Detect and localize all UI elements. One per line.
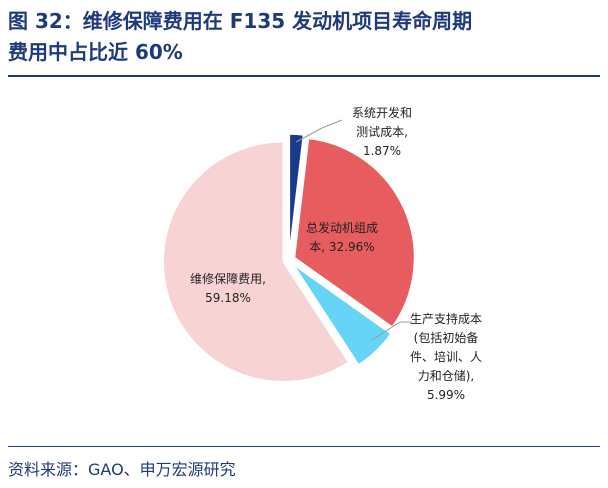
figure-title-line-1: 图 32：维修保障费用在 F135 发动机项目寿命周期 [8, 9, 473, 33]
slice-label-1: 系统开发和测试成本, 1.87% [352, 105, 412, 158]
slice-label-line: 5.99% [427, 388, 465, 402]
slice-label-line: 59.18% [205, 291, 251, 305]
pie-slice-1 [288, 133, 305, 255]
slice-label-line: 生产支持成本 [410, 311, 482, 326]
pie-slice-4 [162, 140, 350, 383]
pie-slice-2 [293, 137, 416, 329]
slice-label-line: 总发动机组成 [306, 220, 378, 235]
slice-label-3: 生产支持成本 (包括初始备件、培训、人力和仓储), 5.99% [410, 311, 482, 402]
slice-label-line: 维修保障费用, [190, 271, 266, 286]
slice-label-line: 件、培训、人 [410, 349, 482, 364]
slice-label-line: 1.87% [363, 144, 401, 158]
slice-label-line: (包括初始备 [414, 330, 479, 345]
leader-line-1 [295, 119, 343, 143]
title-divider [8, 75, 600, 77]
slice-label-2: 总发动机组成本, 32.96% [306, 220, 378, 254]
slice-label-line: 本, 32.96% [309, 240, 374, 254]
slice-label-line: 测试成本, [356, 124, 408, 139]
slice-label-line: 系统开发和 [352, 105, 412, 120]
source-divider [8, 446, 600, 447]
slice-label-line: 力和仓储), [418, 368, 475, 383]
source-note: 资料来源：GAO、申万宏源研究 [8, 460, 236, 479]
pie-slice-3 [292, 263, 393, 366]
figure-title: 图 32：维修保障费用在 F135 发动机项目寿命周期 费用中占比近 60% [8, 6, 600, 68]
figure-title-line-2: 费用中占比近 60% [8, 40, 183, 64]
slice-label-4: 维修保障费用, 59.18% [190, 271, 266, 305]
leader-line-3 [371, 321, 412, 341]
